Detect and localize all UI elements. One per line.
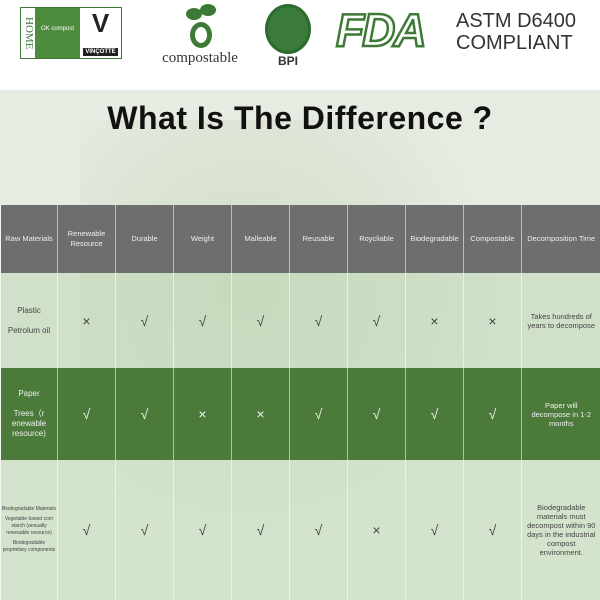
header-raw-materials: Raw Materials [0,205,58,273]
mark-cell: × [463,273,522,368]
mark-cell: √ [289,368,348,460]
header-compostable: Compostable [463,205,522,273]
mark-cell: √ [463,368,522,460]
header-reusable: Reusable [289,205,348,273]
bpi-logo: BPI [262,4,314,68]
material-source: Trees（r enewable resource) [11,409,47,438]
mark-cell: √ [115,368,174,460]
mark-cell: √ [231,273,290,368]
decomposition-cell: Biodegradable materials must decompost w… [521,460,600,600]
header-biodegradable: Biodegradable [405,205,464,273]
bpi-text: BPI [277,54,298,68]
material-cell: Biodegradable Materials Vegetable based c… [0,460,58,600]
mark-cell: √ [115,460,174,600]
mark-cell: √ [405,460,464,600]
mark-cell: √ [173,273,232,368]
table-header-row: Raw Materials Renewable Resource Durable… [0,205,600,273]
seedling-icon [182,2,218,50]
material-source: Vegetable based corn starch (annually re… [4,516,54,536]
mark-cell: × [405,273,464,368]
bpi-globe-icon [265,4,311,54]
astm-line2: COMPLIANT [456,32,573,54]
table-row-paper: Paper Trees（r enewable resource) √ √ × × … [0,368,600,460]
mark-cell: √ [289,273,348,368]
mark-cell: √ [231,460,290,600]
compostable-text: compostable [162,50,238,66]
decomposition-cell: Takes hundreds of years to decompose [521,273,600,368]
header-decomposition-time: Decomposition Time [521,205,600,273]
astm-line1: ASTM D6400 [456,10,577,32]
mark-cell: × [173,368,232,460]
material-cell: Paper Trees（r enewable resource) [0,368,58,460]
vincotte-check: V [91,8,110,38]
ok-compost-text: OK compost [35,8,80,58]
mark-cell: √ [405,368,464,460]
compostable-logo: compostable [155,2,245,67]
mark-cell: √ [173,460,232,600]
header-recyclable: Roycliable [347,205,406,273]
mark-cell: √ [347,273,406,368]
comparison-table: Raw Materials Renewable Resource Durable… [0,205,600,600]
fda-logo: FDA [335,4,428,56]
certification-logos: HOME OK compost V VINÇOTTE compostable BP… [0,0,600,90]
header-renewable: Renewable Resource [57,205,116,273]
home-text: HOME [23,16,35,50]
material-source: Petrolum oil [7,325,51,335]
material-components: Biodegradable proprietary components [2,540,56,553]
header-malleable: Malleable [231,205,290,273]
mark-cell: × [57,273,116,368]
mark-cell: × [231,368,290,460]
mark-cell: √ [57,368,116,460]
mark-cell: √ [463,460,522,600]
table-row-biodegradable: Biodegradable Materials Vegetable based c… [0,460,600,600]
mark-cell: √ [57,460,116,600]
astm-logo: ASTM D6400 COMPLIANT [456,10,576,54]
mark-cell: √ [347,368,406,460]
ok-compost-home-logo: HOME OK compost V VINÇOTTE [20,7,122,59]
vincotte-text: VINÇOTTE [83,48,118,56]
material-name: Plastic [17,305,41,315]
mark-cell: √ [289,460,348,600]
material-name: Biodegradable Materials [2,506,56,512]
header-durable: Durable [115,205,174,273]
page-title: What Is The Difference ? [107,100,493,136]
material-cell: Plastic Petrolum oil [0,273,58,368]
table-row-plastic: Plastic Petrolum oil × √ √ √ √ √ × × Take… [0,273,600,368]
mark-cell: × [347,460,406,600]
header-weight: Weight [173,205,232,273]
material-name: Paper [18,389,40,398]
mark-cell: √ [115,273,174,368]
decomposition-cell: Paper will decompose in 1-2 months [521,368,600,460]
